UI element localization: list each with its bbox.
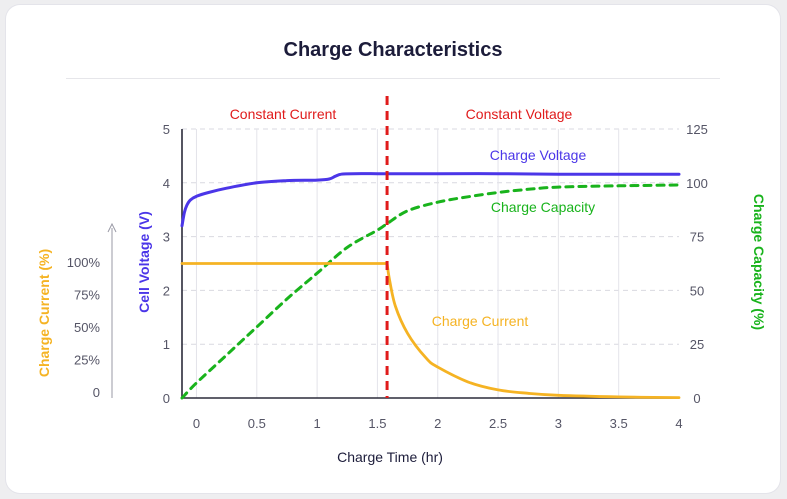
title-divider (66, 78, 720, 79)
y-current-tick-label: 25% (74, 353, 100, 368)
y-right-tick-label: 100 (686, 176, 708, 191)
x-tick-label: 3.5 (610, 416, 628, 431)
x-tick-label: 1.5 (368, 416, 386, 431)
tick-labels: 0 0.5 1 1.5 2 2.5 3 3.5 40123450255075100125025%… (67, 122, 708, 431)
current-curve (180, 262, 681, 399)
y-axis-right-label: Charge Capacity (%) (751, 194, 767, 330)
x-tick-label: 2.5 (489, 416, 507, 431)
y-right-tick-label: 25 (690, 337, 704, 352)
x-tick-label: 0.5 (248, 416, 266, 431)
current-axis-arrow-icon (107, 222, 117, 233)
y-left-tick-label: 2 (163, 283, 170, 298)
y-current-tick-label: 100% (67, 255, 101, 270)
chart-title: Charge Characteristics (283, 39, 503, 61)
current-annotation: Charge Current (432, 313, 529, 329)
y-axis-left-label: Cell Voltage (V) (136, 211, 152, 313)
y-left-tick-label: 1 (163, 337, 170, 352)
chart-card: Charge Characteristics (6, 5, 780, 493)
y-right-tick-label: 0 (693, 391, 700, 406)
x-tick-label: 0 (193, 416, 200, 431)
x-tick-label: 2 (434, 416, 441, 431)
y-right-tick-label: 75 (690, 230, 704, 245)
capacity-annotation: Charge Capacity (491, 199, 595, 215)
constant-current-label: Constant Current (230, 106, 337, 122)
x-tick-label: 3 (555, 416, 562, 431)
capacity-curve (180, 183, 681, 400)
voltage-curve (180, 172, 681, 228)
y-axis-current-label: Charge Current (%) (36, 249, 52, 377)
y-current-tick-label: 75% (74, 288, 100, 303)
y-current-tick-label: 50% (74, 320, 100, 335)
series-lines (180, 172, 681, 400)
constant-voltage-label: Constant Voltage (466, 106, 573, 122)
y-left-tick-label: 0 (163, 391, 170, 406)
x-axis-label: Charge Time (hr) (337, 449, 443, 465)
y-left-tick-label: 3 (163, 230, 170, 245)
y-left-tick-label: 4 (163, 176, 170, 191)
x-tick-label: 1 (313, 416, 320, 431)
y-right-tick-label: 125 (686, 122, 708, 137)
y-current-tick-label: 0 (93, 385, 100, 400)
voltage-annotation: Charge Voltage (490, 147, 587, 163)
y-left-tick-label: 5 (163, 122, 170, 137)
y-right-tick-label: 50 (690, 283, 704, 298)
x-tick-label: 4 (675, 416, 682, 431)
overlay: Charge Voltage Charge Capacity Charge Curr… (385, 96, 595, 398)
